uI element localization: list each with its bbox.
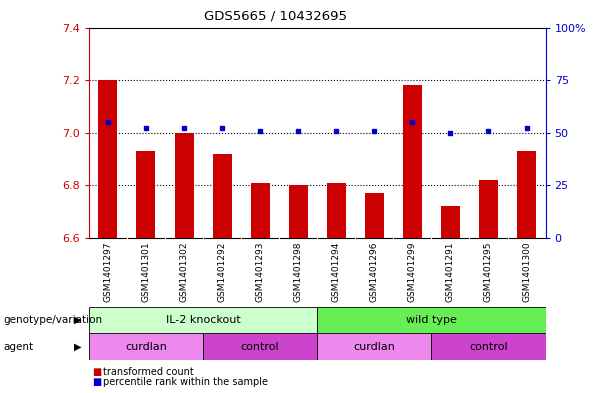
Text: GSM1401293: GSM1401293 <box>256 241 265 302</box>
Bar <box>403 85 422 238</box>
Bar <box>318 307 546 333</box>
Text: ■: ■ <box>92 367 101 377</box>
Text: curdlan: curdlan <box>353 342 395 352</box>
Text: GSM1401297: GSM1401297 <box>104 241 112 302</box>
Text: percentile rank within the sample: percentile rank within the sample <box>103 376 268 387</box>
Text: control: control <box>241 342 280 352</box>
Text: ▶: ▶ <box>74 315 82 325</box>
Text: GSM1401300: GSM1401300 <box>522 241 531 302</box>
Bar <box>432 333 546 360</box>
Bar <box>203 333 318 360</box>
Text: wild type: wild type <box>406 315 457 325</box>
Text: GSM1401295: GSM1401295 <box>484 241 493 302</box>
Text: ■: ■ <box>92 376 101 387</box>
Bar <box>251 183 270 238</box>
Text: GSM1401299: GSM1401299 <box>408 241 417 302</box>
Text: genotype/variation: genotype/variation <box>3 315 102 325</box>
Bar <box>365 193 384 238</box>
Text: transformed count: transformed count <box>103 367 194 377</box>
Text: GSM1401294: GSM1401294 <box>332 241 341 301</box>
Bar <box>327 183 346 238</box>
Bar <box>318 333 432 360</box>
Bar <box>89 307 318 333</box>
Bar <box>289 185 308 238</box>
Bar <box>441 206 460 238</box>
Text: curdlan: curdlan <box>125 342 167 352</box>
Text: GSM1401291: GSM1401291 <box>446 241 455 302</box>
Text: GSM1401296: GSM1401296 <box>370 241 379 302</box>
Text: ▶: ▶ <box>74 342 82 352</box>
Bar <box>213 154 232 238</box>
Bar <box>99 80 118 238</box>
Text: GSM1401292: GSM1401292 <box>218 241 227 301</box>
Bar <box>175 132 194 238</box>
Text: GSM1401301: GSM1401301 <box>142 241 150 302</box>
Bar <box>137 151 156 238</box>
Bar <box>479 180 498 238</box>
Text: IL-2 knockout: IL-2 knockout <box>166 315 240 325</box>
Bar <box>517 151 536 238</box>
Text: GSM1401302: GSM1401302 <box>180 241 189 302</box>
Text: agent: agent <box>3 342 33 352</box>
Text: control: control <box>469 342 508 352</box>
Bar <box>89 333 203 360</box>
Text: GDS5665 / 10432695: GDS5665 / 10432695 <box>204 10 348 23</box>
Text: GSM1401298: GSM1401298 <box>294 241 303 302</box>
